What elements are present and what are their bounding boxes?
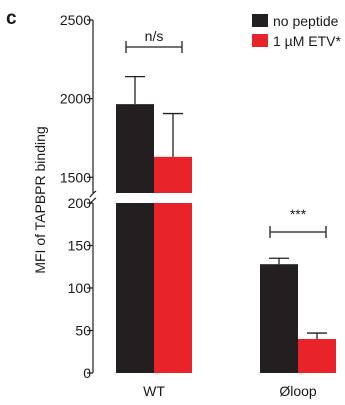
bar-series-1-cat-1	[298, 339, 336, 373]
y-tick-label-upper-1: 2000	[60, 91, 91, 107]
x-category-label-1: Øloop	[279, 383, 317, 399]
panel-letter: c	[6, 8, 17, 29]
significance-label-0: n/s	[145, 28, 164, 44]
significance-annotations: n/s ***	[125, 28, 327, 238]
bar-series-1-cat-0-lower	[154, 203, 192, 373]
y-tick-label-lower-0: 0	[83, 365, 91, 381]
bar-series-0-cat-1	[260, 264, 298, 373]
x-category-label-0: WT	[143, 383, 165, 399]
bar-series-1-cat-0-upper	[154, 156, 192, 193]
y-tick-label-lower-1: 50	[75, 323, 91, 339]
legend-swatch-0	[252, 14, 268, 27]
bar-series-0-cat-0-lower	[116, 203, 154, 373]
y-tick-label-lower-4: 200	[68, 195, 92, 211]
legend-swatch-1	[252, 34, 268, 47]
axis-break-mark-upper	[89, 190, 97, 198]
bars-layer	[94, 75, 344, 373]
y-tick-label-lower-3: 150	[68, 238, 92, 254]
y-tick-label-upper-0: 1500	[60, 169, 91, 185]
bar-series-0-cat-0-upper	[116, 104, 154, 193]
significance-bracket-0	[125, 41, 183, 53]
y-tick-label-upper-2: 2500	[60, 12, 91, 28]
legend-label-0: no peptide	[273, 13, 339, 29]
y-tick-label-lower-2: 100	[68, 280, 92, 296]
y-axis-title: MFI of TAPBPR binding	[32, 126, 48, 273]
legend-label-1: 1 µM ETV*	[273, 33, 342, 49]
significance-bracket-1	[269, 226, 327, 238]
axis-break-gap	[94, 194, 344, 202]
significance-label-1: ***	[290, 206, 307, 222]
legend: no peptide 1 µM ETV*	[252, 13, 342, 49]
y-axis: 0 50 100 150 200 1500 2000 2500 WT Øloop	[60, 12, 317, 399]
